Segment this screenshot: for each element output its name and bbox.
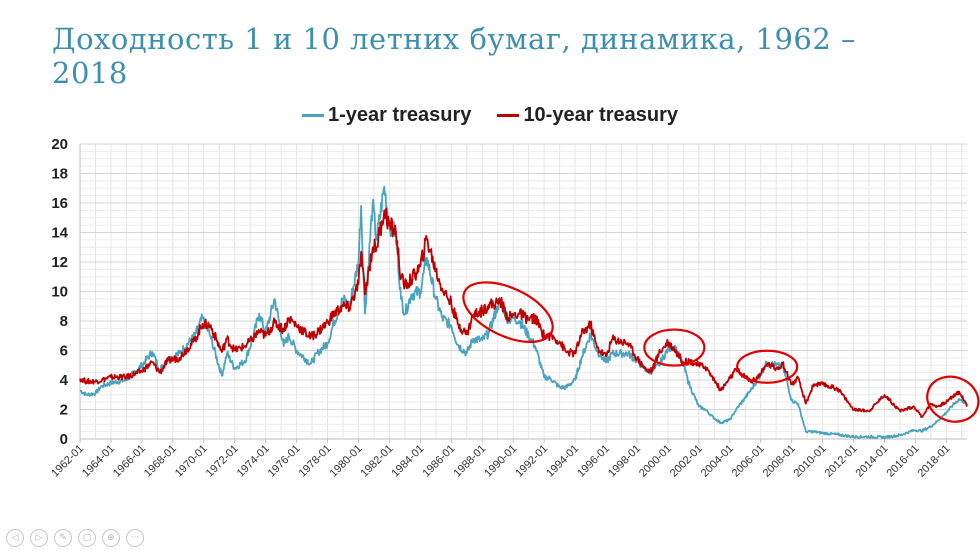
x-tick-label: 1964-01 [80, 443, 117, 480]
x-tick-label: 1992-01 [513, 443, 550, 480]
next-slide-icon[interactable]: ▷ [30, 529, 48, 547]
series-line-10-year-treasury [79, 207, 968, 419]
highlight-ellipse [926, 375, 980, 423]
x-tick-label: 1976-01 [266, 443, 303, 480]
x-tick-label: 1970-01 [173, 443, 210, 480]
y-tick-label: 4 [60, 372, 69, 389]
legend-label-1-year: 1-year treasury [328, 104, 472, 126]
highlight-ellipse [736, 349, 799, 384]
y-tick-label: 16 [51, 195, 68, 212]
zoom-icon[interactable]: ⊕ [102, 529, 120, 547]
previous-slide-icon[interactable]: ◁ [6, 529, 24, 547]
x-tick-label: 1968-01 [142, 443, 179, 480]
legend-swatch-1-year [302, 114, 324, 117]
x-tick-label: 2000-01 [637, 443, 674, 480]
x-tick-label: 1978-01 [297, 443, 334, 480]
y-tick-label: 8 [60, 313, 68, 330]
x-tick-label: 1994-01 [544, 443, 581, 480]
x-tick-label: 1972-01 [204, 443, 241, 480]
x-tick-label: 2004-01 [699, 443, 736, 480]
x-tick-label: 1962-01 [49, 443, 86, 480]
y-tick-label: 18 [51, 166, 68, 183]
x-tick-label: 2014-01 [854, 443, 891, 480]
x-tick-label: 1990-01 [482, 443, 519, 480]
legend-item-10-year: 10-year treasury [497, 104, 678, 127]
x-tick-label: 2010-01 [792, 443, 829, 480]
presentation-toolbar: ◁ ▷ ✎ ▢ ⊕ ··· [6, 529, 144, 547]
y-tick-label: 20 [51, 136, 68, 153]
x-tick-label: 2006-01 [730, 443, 767, 480]
x-tick-label: 2008-01 [761, 443, 798, 480]
legend-swatch-10-year [497, 114, 520, 117]
y-tick-label: 10 [51, 284, 68, 301]
x-tick-label: 1980-01 [328, 443, 365, 480]
slide-title: Доходность 1 и 10 летних бумаг, динамика… [52, 22, 857, 90]
chart-legend: 1-year treasury 10-year treasury [0, 104, 980, 127]
x-tick-label: 1984-01 [389, 443, 426, 480]
x-tick-label: 1986-01 [420, 443, 457, 480]
x-tick-label: 2018-01 [915, 443, 952, 480]
x-tick-label: 1982-01 [359, 443, 396, 480]
y-tick-label: 14 [51, 225, 68, 242]
x-tick-label: 1966-01 [111, 443, 148, 480]
legend-label-10-year: 10-year treasury [523, 104, 678, 126]
x-tick-label: 1998-01 [606, 443, 643, 480]
highlight-ellipse [462, 281, 554, 343]
y-tick-label: 0 [60, 431, 68, 448]
y-tick-label: 6 [60, 343, 68, 360]
legend-item-1-year: 1-year treasury [302, 104, 471, 127]
x-tick-label: 2002-01 [668, 443, 705, 480]
x-tick-label: 1996-01 [575, 443, 612, 480]
y-tick-label: 12 [51, 254, 68, 271]
more-icon[interactable]: ··· [126, 529, 144, 547]
series-line-1-year-treasury [79, 185, 968, 440]
x-tick-label: 2012-01 [823, 443, 860, 480]
pen-icon[interactable]: ✎ [54, 529, 72, 547]
slides-icon[interactable]: ▢ [78, 529, 96, 547]
highlight-ellipse [643, 328, 706, 367]
x-tick-label: 1988-01 [451, 443, 488, 480]
x-tick-label: 2016-01 [885, 443, 922, 480]
x-tick-label: 1974-01 [235, 443, 272, 480]
y-tick-label: 2 [60, 402, 68, 419]
